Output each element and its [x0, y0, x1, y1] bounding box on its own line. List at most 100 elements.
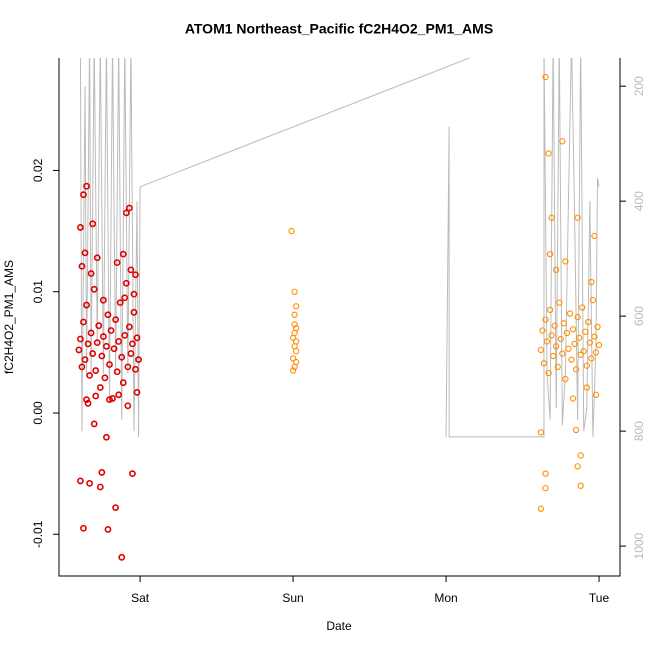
point	[112, 504, 120, 511]
point	[93, 339, 101, 347]
point	[559, 350, 566, 357]
point	[77, 477, 84, 485]
point	[133, 334, 141, 342]
point	[127, 350, 135, 357]
point	[124, 402, 132, 410]
point	[540, 360, 548, 367]
point	[537, 505, 545, 512]
point	[98, 352, 106, 360]
point	[90, 285, 98, 293]
point	[93, 254, 101, 262]
point	[110, 345, 118, 353]
point	[104, 311, 112, 319]
point	[553, 343, 560, 350]
point	[288, 227, 295, 235]
point	[589, 297, 597, 304]
point	[582, 328, 589, 335]
point	[122, 209, 130, 217]
y-tick-label: 0.01	[31, 280, 45, 304]
point	[571, 340, 578, 348]
point	[118, 353, 126, 361]
point	[77, 224, 84, 231]
point	[121, 294, 129, 302]
point	[78, 363, 86, 371]
point	[116, 299, 124, 307]
point	[537, 346, 545, 354]
point	[106, 396, 113, 404]
point	[80, 191, 87, 199]
point	[119, 250, 127, 258]
point	[585, 318, 592, 326]
point	[118, 553, 126, 561]
point	[291, 311, 298, 318]
point	[90, 420, 98, 428]
point	[560, 320, 568, 327]
point	[586, 339, 594, 346]
point	[83, 301, 90, 309]
point	[119, 379, 127, 387]
point	[569, 395, 577, 402]
point	[542, 485, 549, 492]
point	[545, 369, 552, 377]
point	[546, 250, 554, 258]
point	[592, 349, 600, 356]
point	[103, 342, 110, 350]
point	[87, 329, 95, 337]
point	[132, 365, 139, 373]
point	[121, 331, 129, 339]
y-tick-label: 0.02	[31, 158, 45, 182]
point	[81, 356, 89, 364]
x-tick-label: Tue	[589, 591, 610, 605]
point	[81, 249, 89, 257]
y2-tick-label: 600	[632, 306, 646, 326]
point	[125, 204, 133, 212]
point	[103, 433, 110, 441]
point	[551, 322, 558, 329]
point	[87, 270, 95, 277]
point	[101, 374, 109, 382]
point	[84, 340, 92, 348]
point	[554, 363, 561, 371]
point	[577, 482, 584, 489]
plot-area	[75, 58, 603, 561]
y-tick-label: 0.00	[31, 401, 45, 425]
point	[132, 271, 139, 279]
x-tick-label: Sun	[282, 591, 303, 605]
point	[592, 391, 600, 398]
point	[291, 321, 298, 328]
point	[291, 288, 298, 295]
pressure-line	[445, 58, 600, 438]
point	[78, 262, 86, 270]
point	[99, 333, 107, 340]
point	[92, 367, 100, 374]
point	[557, 335, 564, 343]
point	[576, 334, 583, 341]
point	[89, 350, 97, 357]
point	[75, 346, 83, 354]
point	[89, 220, 97, 228]
point	[80, 524, 87, 532]
point	[583, 362, 590, 369]
point	[583, 384, 590, 391]
point	[563, 329, 571, 337]
point	[83, 396, 90, 404]
point	[98, 469, 106, 476]
point	[289, 355, 297, 362]
point	[553, 266, 560, 274]
point	[579, 304, 586, 311]
point	[289, 367, 297, 374]
point	[135, 356, 142, 364]
point	[115, 338, 123, 345]
point	[577, 452, 584, 459]
point	[591, 232, 598, 240]
point	[556, 299, 563, 306]
point	[562, 375, 569, 383]
y2-tick-label: 1000	[632, 532, 646, 559]
y2-tick-label: 800	[632, 421, 646, 441]
point	[594, 323, 601, 331]
point	[106, 361, 113, 368]
point	[574, 463, 581, 470]
point	[96, 384, 104, 391]
chart-title: ATOM1 Northeast_Pacific fC2H4O2_PM1_AMS	[185, 21, 493, 37]
